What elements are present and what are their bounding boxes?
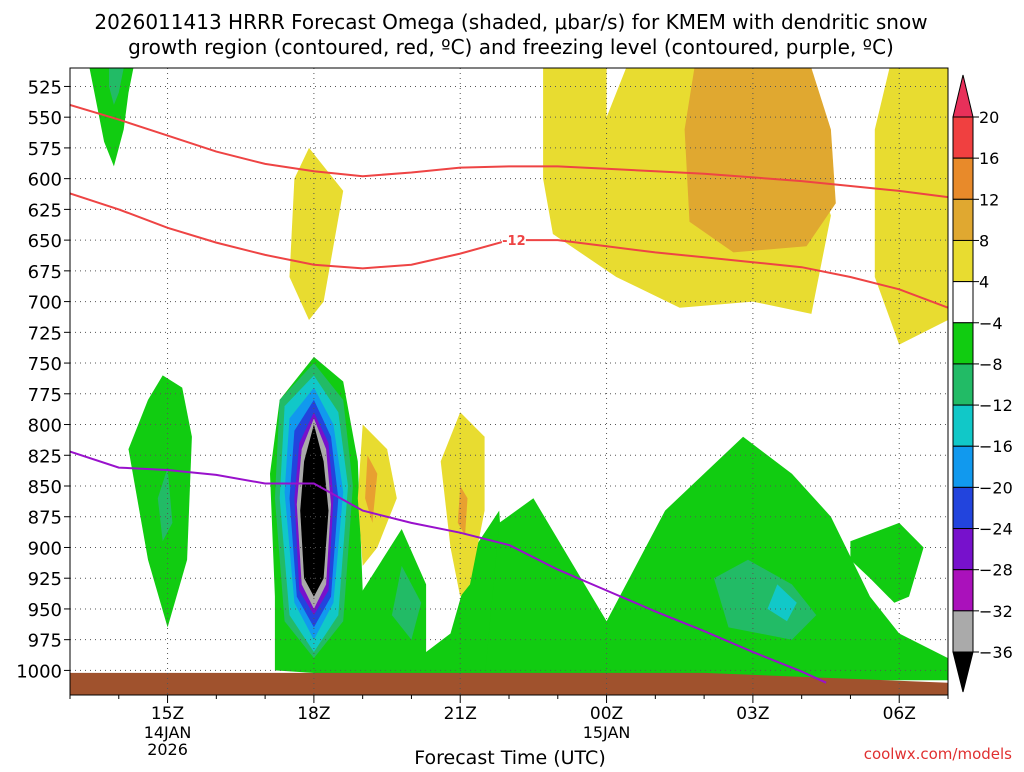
colorbar-segment-8	[952, 445, 974, 488]
y-tick-label-675: 675	[28, 262, 62, 283]
colorbar-segment-11	[952, 569, 974, 612]
colorbar-segment-7	[952, 404, 974, 447]
colorbar-segment-2	[952, 198, 974, 241]
omega-region-pos-c-core	[684, 68, 836, 253]
colorbar-label-11: −28	[979, 561, 1013, 580]
colorbar-label-7: −12	[979, 396, 1013, 415]
contour-layer: -12	[70, 103, 948, 684]
colorbar-segment-3	[952, 239, 974, 283]
terrain-layer	[70, 672, 948, 695]
x-tick-date-15: 14JAN	[144, 723, 192, 742]
y-tick-label-775: 775	[28, 385, 62, 406]
y-tick-label-525: 525	[28, 77, 62, 98]
contour-label-bg	[501, 233, 526, 248]
y-tick-label-875: 875	[28, 508, 62, 529]
x-tick-label-24: 00Z	[590, 704, 623, 724]
colorbar-label-5: −4	[979, 314, 1003, 333]
chart-title-line1: 2026011413 HRRR Forecast Omega (shaded, …	[94, 10, 927, 34]
colorbar-segment-6	[952, 363, 974, 406]
chart-title-line2: growth region (contoured, red, ºC) and f…	[128, 35, 894, 59]
y-tick-label-1000: 1000	[16, 661, 62, 682]
omega-shading-layer	[89, 68, 948, 683]
contour-freezing-level	[70, 450, 827, 684]
x-tick-label-27: 03Z	[736, 704, 769, 724]
credit-text: coolwx.com/models	[864, 745, 1012, 763]
colorbar-arrow-bottom	[952, 651, 974, 693]
omega-region-neg-g-core	[713, 559, 817, 640]
colorbar-label-2: 12	[979, 190, 999, 209]
colorbar: 20 16 12 8 4 −4 −8 −12 −16 −20 −24 −28 −32 −36	[952, 74, 1013, 693]
y-tick-label-600: 600	[28, 170, 62, 191]
omega-region-neg-g-core2	[767, 584, 797, 622]
x-tick-date-24: 15JAN	[583, 723, 631, 742]
colorbar-label-0: 20	[979, 108, 999, 127]
omega-region-neg-a-core	[109, 68, 124, 105]
colorbar-segment-12	[952, 610, 974, 653]
colorbar-label-9: −20	[979, 478, 1013, 497]
colorbar-segment-4	[952, 281, 974, 324]
y-axis: 525 550 575 600 625 650 675 700 725 750 775 800 825 8…	[16, 77, 70, 682]
omega-region-pos-d	[874, 68, 948, 345]
colorbar-label-10: −24	[979, 520, 1013, 539]
colorbar-label-4: 4	[979, 273, 989, 292]
colorbar-label-13: −36	[979, 643, 1013, 662]
x-tick-year-15: 2026	[147, 740, 188, 759]
contour-label-dgz-lower: -12	[502, 234, 526, 249]
omega-region-neg-h	[850, 522, 924, 603]
omega-region-pos-j	[357, 424, 397, 566]
contour-dgz-upper	[70, 103, 948, 199]
y-tick-label-700: 700	[28, 293, 62, 314]
colorbar-segment-9	[952, 486, 974, 530]
colorbar-segment-5	[952, 322, 974, 365]
y-tick-label-625: 625	[28, 200, 62, 221]
y-tick-label-825: 825	[28, 446, 62, 467]
x-tick-label-18: 18Z	[297, 704, 330, 724]
omega-region-pos-b	[289, 147, 344, 320]
y-tick-label-550: 550	[28, 108, 62, 129]
y-tick-label-750: 750	[28, 354, 62, 375]
x-axis-label: Forecast Time (UTC)	[414, 747, 605, 768]
terrain-strip	[70, 672, 948, 695]
colorbar-segment-10	[952, 528, 974, 571]
omega-region-neg-g	[484, 436, 948, 681]
colorbar-label-3: 8	[979, 231, 989, 250]
colorbar-segment-0	[952, 116, 974, 159]
colorbar-label-1: 16	[979, 149, 999, 168]
y-tick-label-850: 850	[28, 477, 62, 498]
y-tick-label-900: 900	[28, 538, 62, 559]
y-tick-label-975: 975	[28, 631, 62, 652]
colorbar-segment-1	[952, 157, 974, 200]
plot-area: -12	[69, 67, 949, 696]
y-tick-label-800: 800	[28, 416, 62, 437]
omega-region-neg-f-core	[391, 565, 422, 640]
colorbar-label-12: −32	[979, 602, 1013, 621]
colorbar-label-6: −8	[979, 355, 1003, 374]
x-tick-label-15: 15Z	[151, 704, 184, 724]
omega-region-neg-i-black	[300, 424, 329, 597]
x-tick-label-30: 06Z	[883, 704, 916, 724]
omega-region-neg-e-core	[157, 467, 173, 542]
colorbar-arrow-top	[952, 74, 974, 118]
colorbar-label-8: −16	[979, 437, 1013, 456]
y-tick-label-575: 575	[28, 139, 62, 160]
omega-region-pos-j-core	[365, 455, 378, 523]
y-tick-label-925: 925	[28, 569, 62, 590]
y-tick-label-950: 950	[28, 600, 62, 621]
y-tick-label-725: 725	[28, 323, 62, 344]
y-tick-label-650: 650	[28, 231, 62, 252]
x-tick-label-21: 21Z	[444, 704, 477, 724]
